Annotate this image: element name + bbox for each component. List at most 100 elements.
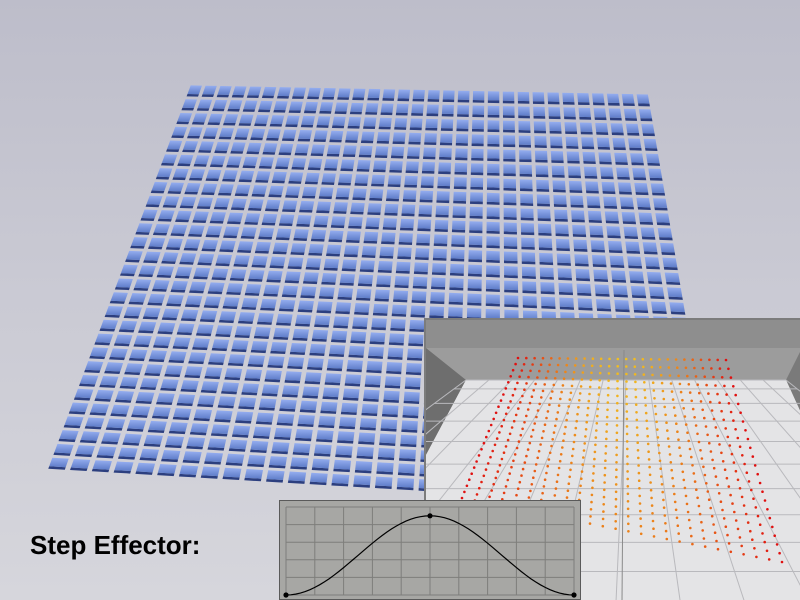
cube-tile	[599, 167, 614, 180]
clone-point	[686, 374, 689, 378]
cube-tile	[423, 147, 436, 160]
clone-point	[662, 506, 666, 509]
cube-tile	[304, 372, 322, 385]
cube-tile	[594, 284, 610, 297]
clone-point	[690, 534, 693, 538]
cube-tile	[303, 101, 318, 114]
clone-point	[716, 358, 719, 362]
clone-point	[671, 476, 674, 480]
cube-tile	[486, 178, 500, 191]
spline-knot[interactable]	[427, 513, 433, 519]
cube-tile	[644, 256, 660, 270]
cube-tile	[224, 368, 243, 381]
cube-tile	[366, 360, 383, 374]
clone-point	[570, 384, 574, 388]
cube-tile	[577, 298, 593, 311]
cube-tile	[166, 294, 184, 307]
clone-point	[681, 470, 685, 474]
cube-tile	[419, 190, 434, 203]
cube-tile	[292, 443, 311, 456]
clone-point	[700, 457, 704, 460]
clone-point	[660, 475, 663, 478]
cube-tile	[559, 297, 575, 310]
spline-control-points[interactable]	[283, 513, 577, 598]
clone-point	[650, 365, 654, 369]
cube-tile	[430, 291, 445, 305]
cube-tile	[420, 176, 435, 189]
clone-point	[742, 504, 746, 507]
cube-tile	[593, 108, 607, 121]
clone-point	[508, 432, 512, 436]
clone-point	[649, 358, 653, 361]
cube-tile	[157, 210, 175, 222]
cube-tile	[254, 114, 269, 127]
clone-point	[551, 390, 554, 393]
cube-tile	[282, 200, 298, 213]
cube-tile	[218, 127, 235, 140]
clone-point	[614, 520, 617, 523]
clone-point	[527, 375, 530, 379]
clone-point	[624, 357, 628, 361]
clone-point	[681, 398, 684, 402]
cube-tile	[382, 89, 396, 101]
clone-point	[594, 436, 598, 439]
clone-point	[597, 393, 601, 396]
clone-point	[677, 374, 680, 378]
clone-point	[625, 380, 628, 383]
cube-tile	[404, 377, 421, 390]
clone-point	[571, 377, 575, 381]
clone-point	[625, 410, 629, 413]
clone-point	[522, 363, 526, 366]
clone-point	[496, 470, 500, 473]
spline-knot[interactable]	[571, 592, 577, 598]
clone-point	[589, 515, 592, 518]
cube-tile	[403, 391, 420, 404]
cube-tile	[328, 344, 346, 357]
cube-tile	[133, 279, 152, 291]
clone-point	[716, 434, 719, 438]
clone-point	[768, 516, 772, 520]
cube-tile	[557, 268, 572, 281]
clone-point	[504, 387, 508, 390]
cube-tile	[596, 137, 611, 150]
cube-tile	[114, 390, 135, 403]
cube-tile	[231, 425, 251, 438]
cube-tile	[278, 214, 295, 227]
cube-tile	[519, 164, 533, 177]
clone-point	[553, 377, 557, 380]
cube-tile	[412, 276, 428, 289]
cube-tile	[642, 242, 658, 255]
clone-point	[666, 358, 670, 361]
cube-tile	[307, 158, 323, 171]
clone-point	[673, 500, 677, 504]
cube-tile	[409, 118, 423, 131]
clone-point	[507, 381, 510, 384]
spline-knot[interactable]	[283, 592, 289, 598]
cube-tile	[300, 286, 317, 299]
cube-tile	[486, 221, 500, 234]
clone-point	[615, 438, 619, 442]
cube-tile	[199, 310, 218, 323]
cube-tile	[91, 460, 112, 473]
clone-point	[607, 372, 611, 375]
clone-point	[641, 357, 645, 361]
cube-tile	[632, 168, 647, 181]
clone-point	[504, 485, 508, 488]
clone-point	[753, 547, 756, 550]
cube-tile	[79, 431, 100, 444]
cube-tile	[587, 210, 602, 224]
clone-point	[701, 529, 704, 532]
cube-tile	[144, 364, 163, 377]
clone-point	[546, 410, 550, 413]
cube-tile	[390, 146, 405, 159]
cube-tile	[335, 302, 352, 315]
cube-tile	[301, 186, 317, 199]
clone-point	[615, 446, 618, 449]
cube-tile	[143, 251, 161, 264]
cube-tile	[549, 121, 562, 134]
cube-tile	[248, 269, 265, 282]
step-spline-graph[interactable]	[279, 500, 581, 600]
cube-tile	[323, 258, 340, 271]
cube-tile	[503, 135, 516, 148]
clone-point	[648, 465, 651, 469]
